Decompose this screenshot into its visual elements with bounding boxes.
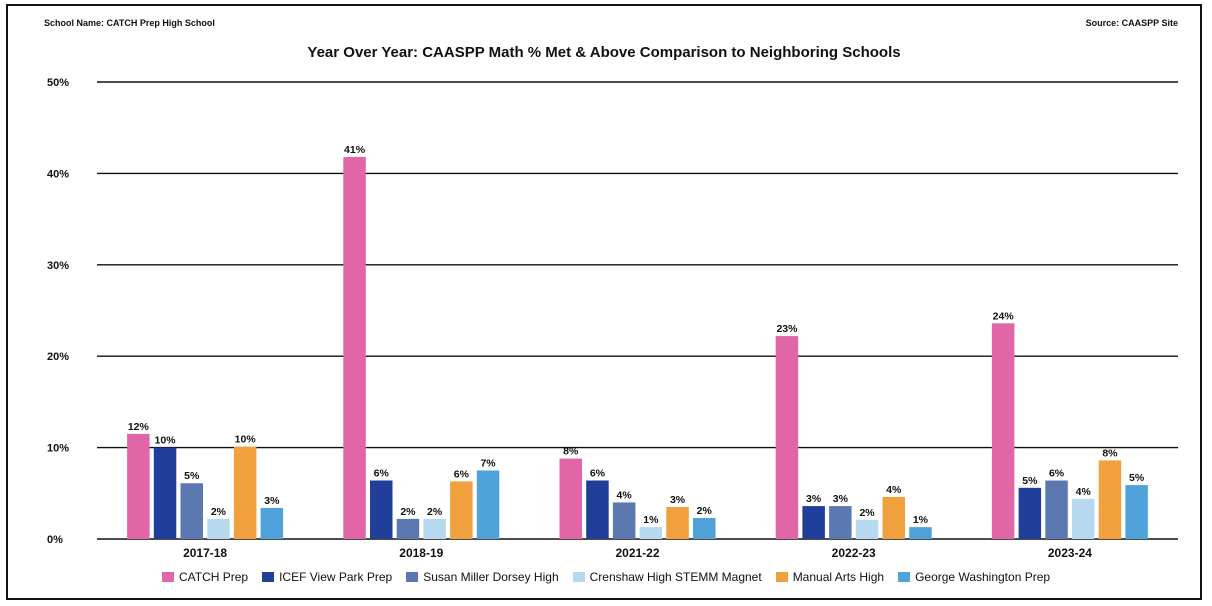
data-label: 6% (1049, 468, 1065, 480)
data-label: 4% (1076, 486, 1092, 498)
bar (559, 458, 582, 539)
legend-label: Crenshaw High STEMM Magnet (589, 570, 762, 584)
legend-swatch (161, 572, 174, 582)
data-label: 5% (184, 470, 200, 482)
bar (1125, 485, 1148, 539)
legend-item: Susan Miller Dorsey High (406, 570, 559, 584)
legend-item: CATCH Prep (161, 570, 249, 584)
data-label: 2% (427, 506, 443, 518)
legend-swatch (898, 572, 911, 582)
bar (153, 447, 177, 539)
data-label: 24% (993, 310, 1015, 322)
data-label: 3% (806, 493, 822, 505)
bar (586, 480, 609, 539)
legend-swatch (262, 572, 275, 582)
data-label: 3% (670, 494, 686, 506)
bar (855, 519, 879, 539)
data-label: 6% (590, 468, 606, 480)
legend-swatch (406, 572, 419, 582)
x-tick-label: 2017-18 (183, 546, 227, 560)
school-name-label: School Name: CATCH Prep High School (44, 18, 215, 28)
data-label: 23% (776, 323, 798, 335)
data-label: 2% (400, 506, 416, 518)
y-tick-label: 50% (47, 77, 69, 89)
bar (423, 518, 446, 539)
bar (450, 481, 473, 539)
source-label: Source: CAASPP Site (1085, 18, 1178, 28)
legend-label: Manual Arts High (792, 570, 885, 584)
data-label: 8% (1102, 447, 1118, 459)
data-label: 5% (1129, 472, 1145, 484)
legend-item: Manual Arts High (775, 570, 885, 584)
data-label: 3% (833, 493, 849, 505)
data-label: 5% (1022, 475, 1038, 487)
data-label: 2% (211, 506, 227, 518)
bar (991, 323, 1015, 539)
y-tick-label: 10% (47, 443, 69, 455)
data-label: 4% (617, 489, 633, 501)
data-label: 4% (886, 484, 902, 496)
bar (666, 507, 689, 539)
x-tick-label: 2023-24 (1048, 546, 1092, 560)
data-label: 2% (697, 505, 713, 517)
y-tick-label: 30% (47, 260, 69, 272)
data-label: 10% (235, 434, 257, 446)
bar (233, 446, 257, 539)
bar (882, 496, 905, 539)
legend-item: George Washington Prep (898, 570, 1050, 584)
bar (207, 518, 230, 539)
bar (775, 336, 799, 539)
legend-label: ICEF View Park Prep (279, 570, 393, 584)
bar (909, 527, 932, 539)
bar (693, 517, 716, 539)
chart-legend: CATCH Prep ICEF View Park Prep Susan Mille… (0, 570, 1212, 584)
bar (829, 506, 852, 539)
legend-label: CATCH Prep (178, 570, 249, 584)
data-label: 2% (859, 507, 875, 519)
data-label: 3% (264, 495, 280, 507)
y-tick-label: 20% (47, 351, 69, 363)
data-label: 10% (155, 435, 177, 447)
bar (1072, 498, 1095, 539)
bar (802, 506, 825, 539)
data-label: 41% (344, 144, 366, 156)
bar (260, 507, 284, 539)
x-tick-label: 2022-23 (832, 546, 876, 560)
bar (370, 480, 393, 539)
x-tick-label: 2018-19 (399, 546, 443, 560)
legend-item: ICEF View Park Prep (262, 570, 392, 584)
data-label: 6% (374, 468, 390, 480)
data-label: 6% (454, 468, 470, 480)
chart-title: Year Over Year: CAASPP Math % Met & Abov… (307, 44, 901, 61)
legend-item: Crenshaw High STEMM Magnet (572, 570, 762, 584)
bar (1098, 460, 1122, 539)
bar (127, 433, 150, 539)
bar (396, 518, 420, 539)
data-label: 7% (480, 457, 496, 469)
bar (639, 527, 663, 539)
data-label: 8% (563, 446, 579, 458)
legend-label: George Washington Prep (915, 570, 1051, 584)
data-label: 1% (643, 514, 659, 526)
y-tick-label: 40% (47, 168, 69, 180)
y-tick-label: 0% (47, 534, 63, 546)
legend-swatch (572, 572, 585, 582)
bar (180, 483, 203, 539)
data-label: 12% (128, 421, 150, 433)
bar (1018, 487, 1042, 539)
bar (612, 502, 636, 539)
bar (343, 156, 366, 539)
legend-swatch (775, 572, 788, 582)
x-tick-label: 2021-22 (615, 546, 659, 560)
bar (476, 470, 500, 539)
data-label: 1% (913, 514, 929, 526)
bar (1045, 480, 1068, 539)
legend-label: Susan Miller Dorsey High (423, 570, 559, 584)
